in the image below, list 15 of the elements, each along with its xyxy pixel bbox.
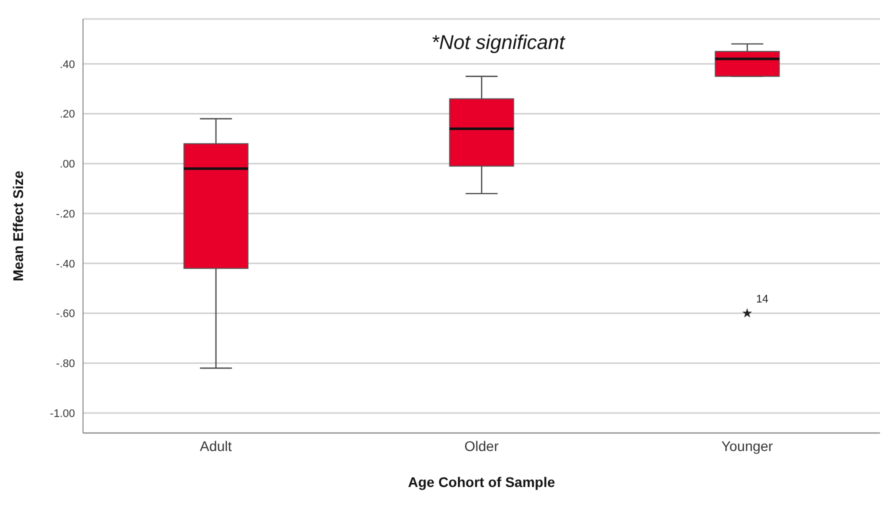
annotation: 14: [756, 293, 768, 306]
y-tick-label: .40: [60, 58, 75, 71]
x-tick-label: Younger: [721, 438, 774, 454]
y-tick-label: .00: [60, 158, 75, 171]
y-axis-title: Mean Effect Size: [10, 170, 26, 282]
x-tick-label: Older: [464, 438, 499, 454]
y-tick-label: -1.00: [50, 408, 75, 420]
annotation: *Not significant: [430, 32, 566, 55]
y-tick-label: -.20: [56, 208, 75, 220]
x-axis-title: Age Cohort of Sample: [408, 474, 556, 490]
y-tick-label: -.60: [56, 308, 75, 320]
y-tick-label: .20: [60, 108, 75, 121]
y-tick-label: -.80: [56, 358, 75, 370]
x-tick-label: Adult: [200, 438, 232, 454]
y-tick-label: -.40: [56, 258, 75, 270]
